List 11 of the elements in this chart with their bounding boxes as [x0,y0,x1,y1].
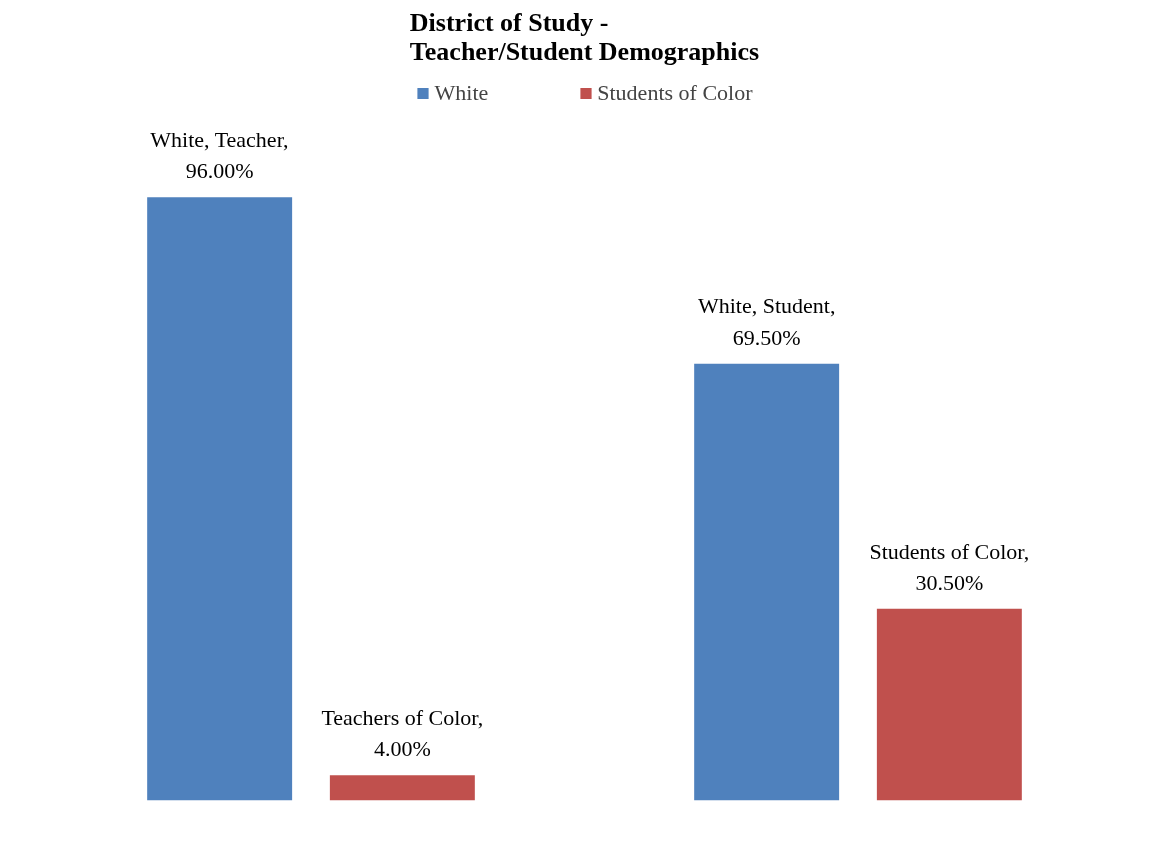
chart-title: District of Study - Teacher/Student Demographics [409,7,760,66]
data-label: White, Teacher, 96.00% [150,126,289,184]
legend-label: White [434,80,489,106]
bar [147,197,293,801]
bar [694,363,840,801]
data-label: Students of Color, 30.50% [869,538,1030,595]
bar [876,608,1022,801]
data-label: Teachers of Color, 4.00% [321,705,484,762]
data-label: White, Student, 69.50% [697,293,836,350]
bar [329,775,475,801]
legend-label: Students of Color [597,80,753,106]
